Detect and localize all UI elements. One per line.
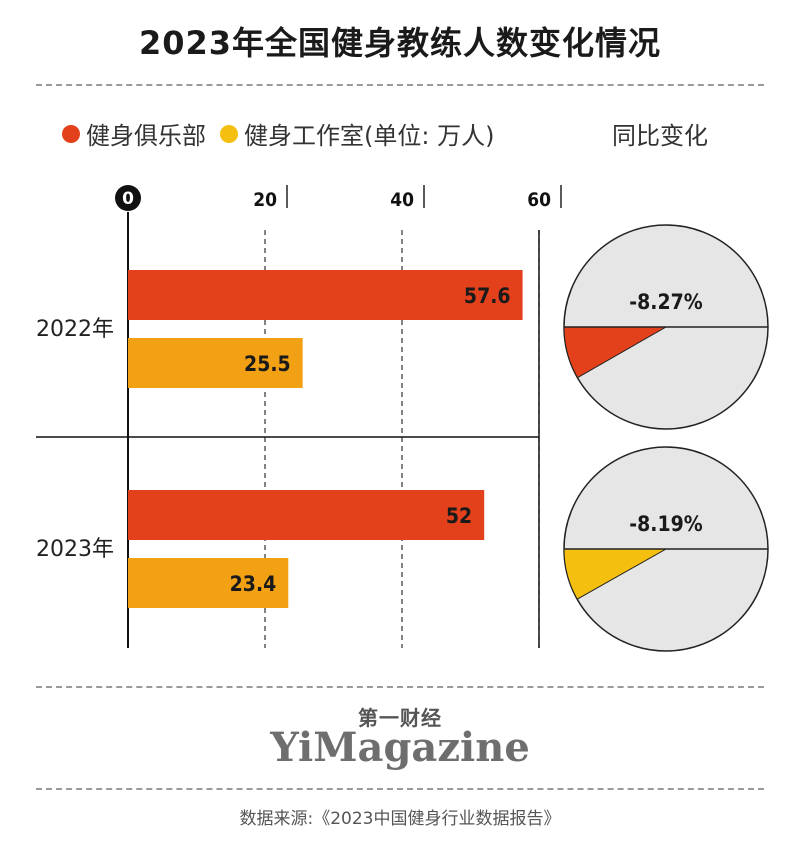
zero-tick-badge [115,185,141,211]
chart-title: 2023年全国健身教练人数变化情况 [138,24,662,62]
bar [128,490,485,540]
bar-data-label: 25.5 [244,352,291,376]
footer-divider [36,788,764,790]
bar-data-label: 23.4 [230,572,277,596]
bar [128,558,289,608]
legend-label-studio: 健身工作室(单位: 万人) [244,122,495,150]
bar-data-label: 52 [446,504,472,528]
yoy-value-label: -8.27% [629,290,702,314]
legend: 健身俱乐部 健身工作室(单位: 万人) [62,116,508,151]
category-label: 2022年 [36,317,114,342]
legend-item-club: 健身俱乐部 [62,116,206,151]
bar-data-label: 57.6 [464,284,511,308]
legend-swatch-studio [220,124,238,143]
brand-name-cn: 第一财经 [358,706,442,730]
legend-item-studio: 健身工作室(单位: 万人) [220,116,494,151]
x-tick-label: 20 [253,189,277,211]
x-tick-label: 0 [122,189,134,209]
x-tick-label: 40 [390,189,414,211]
legend-swatch-club [62,124,80,143]
yoy-value-label: -8.19% [629,512,702,536]
source-note: 数据来源:《2023中国健身行业数据报告》 [239,809,561,829]
legend-label-club: 健身俱乐部 [86,122,206,150]
top-divider [36,84,764,86]
bar [128,338,303,388]
category-label: 2023年 [36,537,114,562]
bottom-divider [36,686,764,688]
bar [128,270,523,320]
x-tick-label: 60 [527,189,551,211]
yoy-heading: 同比变化 [612,122,708,150]
brand-name-en: YiMagazine [270,724,530,771]
